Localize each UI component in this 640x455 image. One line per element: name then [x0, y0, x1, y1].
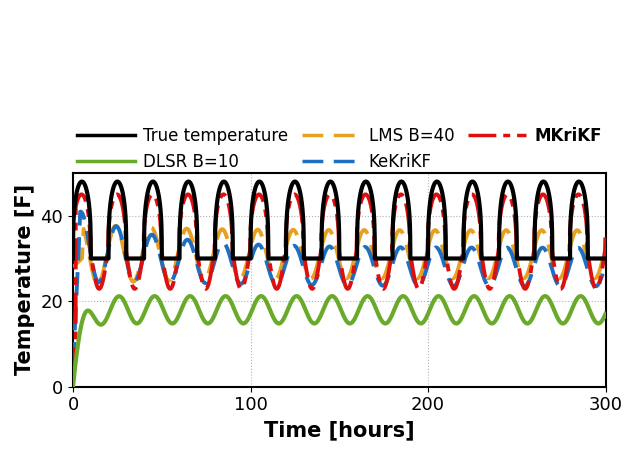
X-axis label: Time [hours]: Time [hours]	[264, 420, 415, 440]
Y-axis label: Temperature [F]: Temperature [F]	[15, 184, 35, 375]
Legend: True temperature, DLSR B=10, LMS B=40, KeKriKF, MKriKF: True temperature, DLSR B=10, LMS B=40, K…	[72, 121, 607, 176]
